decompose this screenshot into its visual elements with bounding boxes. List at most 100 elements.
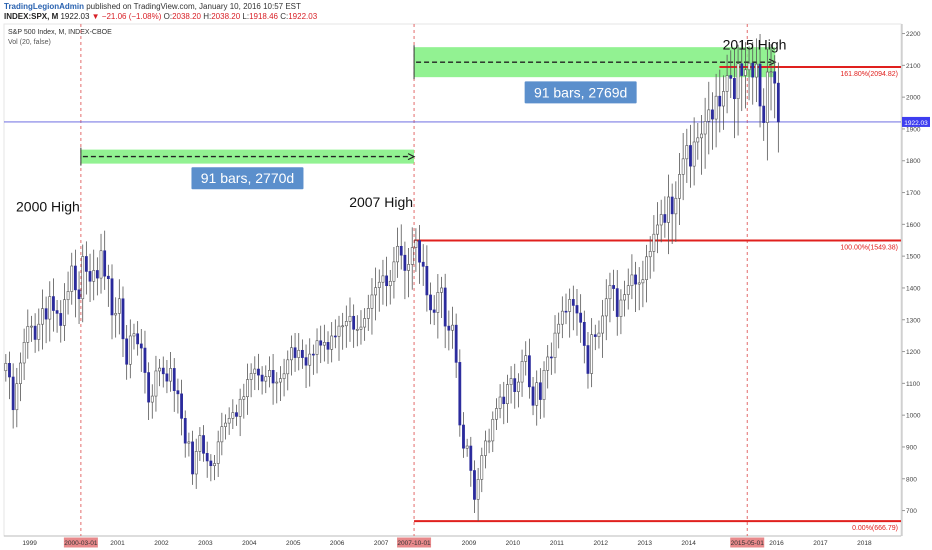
candle-body [421, 261, 425, 267]
candle-body [604, 298, 608, 317]
candle-body [8, 363, 11, 378]
candle-body [443, 287, 447, 327]
candle-body [751, 62, 755, 78]
candle-body [597, 332, 601, 337]
candle [99, 233, 103, 294]
candle-body [418, 240, 421, 263]
x-tick-label: 2011 [550, 540, 564, 547]
x-tick-label: 2003 [198, 540, 213, 547]
candle [103, 230, 107, 290]
candle-body [88, 271, 92, 282]
candle-body [77, 289, 81, 300]
candle [502, 381, 506, 425]
candle [403, 241, 407, 300]
candle-body [114, 313, 118, 316]
candle-body [110, 278, 114, 316]
candle-body [498, 396, 502, 409]
x-highlight-box [397, 537, 432, 548]
candle [663, 196, 667, 238]
candle [213, 454, 216, 481]
candle [637, 267, 641, 311]
annotation-label: 2000 High [16, 199, 80, 215]
candle-body [4, 363, 8, 372]
candle-body [718, 95, 722, 107]
candle [264, 365, 268, 394]
candle [158, 358, 162, 387]
candle-body [216, 441, 220, 464]
candle [128, 319, 132, 379]
candle [180, 379, 183, 436]
open-value: 2038.20 [172, 12, 201, 21]
candle-body [678, 174, 681, 199]
candle-body [279, 378, 282, 383]
candle-body [242, 396, 246, 400]
candle-body [282, 373, 286, 379]
candle [527, 338, 531, 399]
low-label: L: [242, 12, 250, 21]
candle [615, 270, 619, 336]
candle-body [652, 233, 656, 252]
candle [84, 241, 88, 295]
candle-body [502, 396, 506, 405]
candle [154, 355, 158, 412]
candle [776, 62, 780, 153]
candle [311, 344, 315, 375]
candle-body [765, 71, 769, 123]
annotation-label: 2015 High [723, 36, 787, 52]
candle [674, 181, 678, 242]
candle [524, 341, 528, 376]
candle-body [641, 279, 645, 284]
candle [542, 361, 546, 418]
x-tick-label: 2015-05-01 [731, 540, 765, 547]
candle-body [194, 451, 198, 475]
candle [388, 269, 392, 305]
candle-body [22, 342, 26, 364]
candle [725, 54, 729, 114]
candle-body [531, 386, 535, 406]
y-tick-label: 1600 [906, 222, 921, 229]
candle [33, 313, 37, 353]
candle [465, 438, 469, 457]
x-tick-label: 2000-03-01 [64, 540, 98, 547]
candle [582, 310, 586, 364]
candle-body [553, 332, 557, 358]
candle-body [326, 342, 330, 350]
x-tick-label: 2017 [813, 540, 828, 547]
candle [4, 354, 8, 382]
candle-body [311, 353, 315, 356]
candle-body [205, 453, 209, 462]
candle [297, 333, 301, 371]
candle [220, 412, 224, 456]
candle-body [359, 326, 363, 330]
candle-body [275, 381, 279, 384]
candle-body [586, 345, 590, 374]
publisher-name[interactable]: TradingLegionAdmin [4, 2, 84, 11]
candle [355, 315, 359, 347]
candle [235, 404, 238, 426]
date-range-label-box [524, 81, 637, 104]
candle [689, 124, 692, 188]
candle-body [143, 347, 147, 373]
candle [484, 430, 487, 469]
candle-body [601, 315, 605, 334]
candle [143, 330, 147, 394]
y-tick-label: 1900 [906, 126, 921, 133]
candle-body [271, 370, 275, 384]
candle-body [169, 368, 172, 382]
candle [473, 460, 476, 513]
candle [773, 55, 777, 119]
series-title[interactable]: S&P 500 Index, M, INDEX-CBOE [8, 29, 112, 36]
volume-indicator-label[interactable]: Vol (20, false) [8, 39, 51, 46]
candle-body [663, 214, 667, 223]
candle-body [670, 196, 674, 215]
candle [604, 279, 608, 341]
candle [678, 153, 681, 226]
candle-body [517, 381, 520, 392]
candle-body [733, 78, 736, 100]
candle [681, 132, 685, 201]
candle [300, 339, 304, 369]
candle [238, 388, 242, 437]
candle [136, 321, 140, 356]
candle [692, 117, 696, 186]
